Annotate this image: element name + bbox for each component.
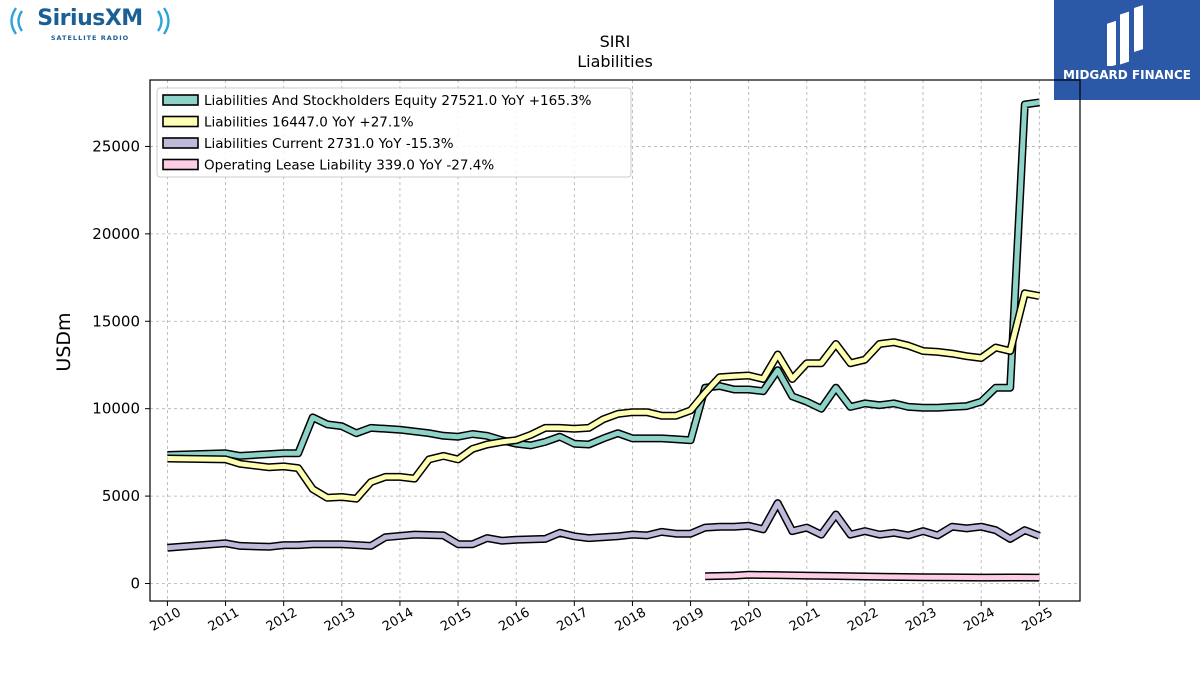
legend-entry-liabilities: Liabilities 16447.0 YoY +27.1% (204, 115, 414, 131)
x-axis-ticks: 2010 2011 2012 2013 2014 2015 2016 2017 2018 2019… (148, 601, 1056, 635)
legend-entry-liabilities-and-stockholders-equity: Liabilities And Stockholders Equity 2752… (204, 93, 592, 109)
x-tick-label-2017: 2017 (554, 605, 590, 635)
y-tick-label-0: 0 (130, 575, 140, 593)
chart-subtitle: Liabilities (577, 52, 653, 71)
legend-entry-liabilities-current: Liabilities Current 2731.0 YoY -15.3% (204, 136, 454, 152)
legend-box (156, 87, 632, 178)
siriusxm-logo: SiriusXM SATELLITE RADIO (4, 4, 184, 46)
x-tick-label-2015: 2015 (438, 605, 474, 635)
x-tick-label-2019: 2019 (671, 605, 707, 635)
x-tick-label-2021: 2021 (787, 605, 823, 635)
y-tick-label-20000: 20000 (92, 225, 140, 243)
x-tick-label-2016: 2016 (496, 605, 532, 635)
midgard-monogram-icon (1107, 5, 1143, 66)
legend-swatch-operating-lease-liability (162, 158, 199, 171)
midgard-finance-wordmark: MIDGARD FINANCE (1063, 68, 1191, 82)
series-line-operating-lease-liability (705, 572, 1040, 581)
x-tick-label-2014: 2014 (380, 605, 416, 635)
midgard-finance-logo: MIDGARD FINANCE (1054, 0, 1200, 100)
legend-swatch-liabilities-and-stockholders-equity (162, 94, 199, 106)
y-tick-label-15000: 15000 (92, 312, 140, 330)
series-line-liabilities-and-stockholders-equity (167, 99, 1040, 459)
x-tick-label-2022: 2022 (845, 605, 881, 635)
siriusxm-logo-graphic (10, 7, 170, 35)
chart-title: SIRI (600, 32, 631, 51)
x-tick-label-2018: 2018 (613, 605, 649, 635)
series-outline-liabilities-current (167, 499, 1041, 552)
y-tick-label-10000: 10000 (92, 400, 140, 418)
legend-swatch-liabilities (162, 115, 199, 128)
y-axis-ticks: 0 5000 10000 15000 20000 25000 (92, 137, 150, 593)
x-tick-label-2025: 2025 (1019, 605, 1055, 635)
series-lines (167, 98, 1041, 582)
siriusxm-tagline: SATELLITE RADIO (50, 34, 130, 42)
x-tick-label-2012: 2012 (264, 605, 300, 635)
x-tick-label-2020: 2020 (729, 605, 765, 635)
x-tick-label-2011: 2011 (206, 605, 242, 635)
x-tick-label-2024: 2024 (961, 605, 997, 635)
legend: Liabilities And Stockholders Equity 2752… (156, 87, 632, 178)
y-tick-label-5000: 5000 (102, 487, 140, 505)
x-tick-label-2023: 2023 (903, 605, 939, 635)
x-tick-label-2013: 2013 (322, 605, 358, 635)
x-tick-label-2010: 2010 (148, 605, 184, 635)
plot-frame (149, 79, 1081, 602)
legend-entry-operating-lease-liability: Operating Lease Liability 339.0 YoY -27.… (204, 158, 494, 174)
siriusxm-wordmark: SiriusXM (37, 6, 143, 31)
y-tick-label-25000: 25000 (92, 137, 140, 155)
series-line-liabilities (167, 290, 1040, 502)
y-axis-label: USDm (53, 312, 75, 371)
series-line-liabilities-current (167, 500, 1041, 551)
legend-swatch-liabilities-current (162, 137, 199, 149)
